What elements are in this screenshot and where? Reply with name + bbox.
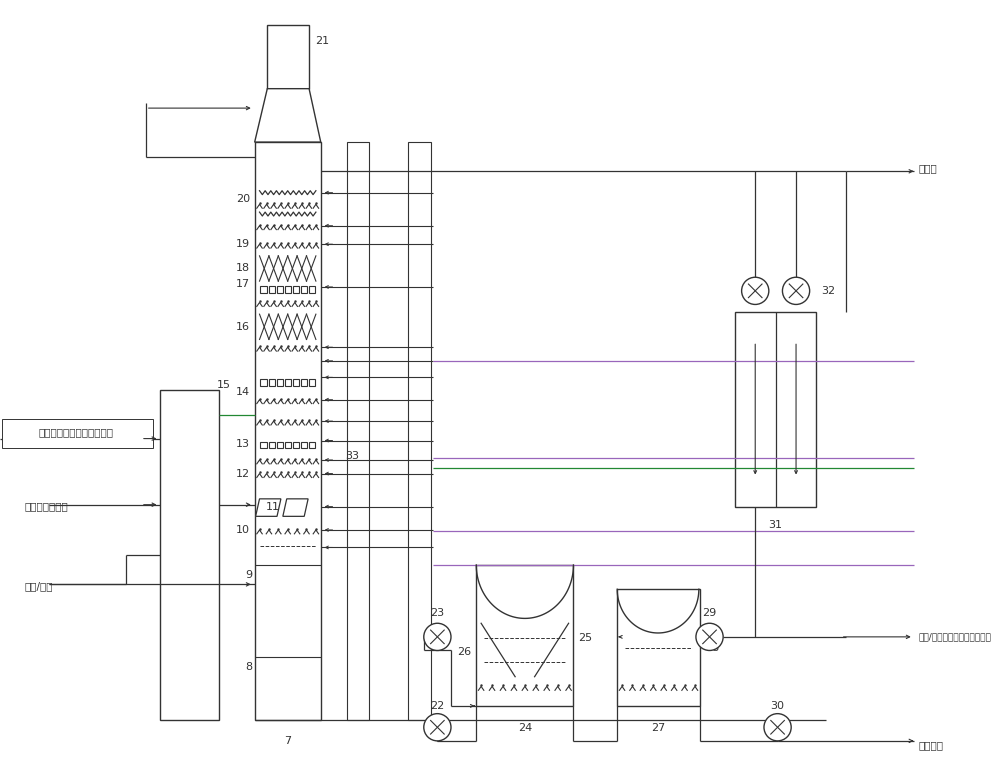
Bar (269, 379, 275, 386)
Bar (408, 142, 431, 721)
Circle shape (742, 277, 769, 305)
Bar (293, 286, 299, 293)
Polygon shape (255, 89, 321, 142)
Bar (285, 379, 291, 386)
Bar (293, 379, 299, 386)
Bar (260, 286, 267, 293)
Bar (309, 379, 315, 386)
Bar (285, 442, 291, 448)
Bar (301, 442, 307, 448)
Text: 25: 25 (578, 633, 592, 643)
Polygon shape (283, 499, 308, 516)
Bar (160, 390, 219, 721)
Bar (293, 442, 299, 448)
Bar (617, 589, 700, 706)
Text: 33: 33 (345, 451, 359, 461)
Bar (267, 26, 309, 89)
Text: 工艺水: 工艺水 (919, 164, 937, 174)
Polygon shape (256, 499, 281, 516)
Text: 31: 31 (769, 520, 783, 530)
Bar (301, 286, 307, 293)
Bar (309, 286, 315, 293)
Bar (277, 379, 283, 386)
Text: 18: 18 (236, 263, 250, 273)
Bar (309, 442, 315, 448)
Text: 11: 11 (266, 502, 280, 512)
Text: 24: 24 (518, 724, 532, 733)
Bar (735, 312, 816, 506)
Bar (476, 565, 573, 706)
Text: 13: 13 (236, 439, 250, 449)
Text: 10: 10 (236, 525, 250, 535)
Text: 氨水/液氨: 氨水/液氨 (24, 581, 53, 591)
Circle shape (424, 623, 451, 650)
Text: 氧化空气: 氧化空气 (919, 740, 944, 749)
Bar (2, 419, 153, 448)
Bar (277, 286, 283, 293)
Text: 19: 19 (236, 239, 250, 249)
Bar (260, 442, 267, 448)
Text: 7: 7 (284, 736, 291, 746)
Bar (255, 142, 321, 721)
Text: 14: 14 (236, 387, 250, 397)
Text: 热空气来自前端空气换热器: 热空气来自前端空气换热器 (38, 427, 113, 437)
Bar (269, 442, 275, 448)
Circle shape (696, 623, 723, 650)
Text: 30: 30 (771, 701, 785, 710)
Text: 12: 12 (236, 469, 250, 478)
Circle shape (782, 277, 810, 305)
Text: 22: 22 (430, 701, 445, 710)
Text: 8: 8 (246, 662, 253, 672)
Text: 29: 29 (702, 608, 717, 619)
Bar (347, 142, 369, 721)
Text: 20: 20 (236, 193, 250, 203)
Text: 26: 26 (457, 647, 471, 657)
Bar (277, 442, 283, 448)
Bar (260, 379, 267, 386)
Text: 9: 9 (246, 569, 253, 580)
Text: 15: 15 (216, 380, 230, 390)
Bar (269, 286, 275, 293)
Text: 16: 16 (236, 322, 250, 332)
Text: 28: 28 (705, 643, 719, 653)
Text: 17: 17 (236, 279, 250, 289)
Text: 晶浆/硫钒液至硫钒后处理系统: 晶浆/硫钒液至硫钒后处理系统 (919, 633, 991, 641)
Text: 降温系统来烟气: 降温系统来烟气 (24, 502, 68, 512)
Text: 21: 21 (315, 36, 329, 46)
Text: 32: 32 (821, 286, 835, 296)
Text: 27: 27 (651, 724, 665, 733)
Circle shape (424, 714, 451, 741)
Bar (285, 286, 291, 293)
Circle shape (764, 714, 791, 741)
Bar (301, 379, 307, 386)
Text: 23: 23 (430, 608, 444, 619)
